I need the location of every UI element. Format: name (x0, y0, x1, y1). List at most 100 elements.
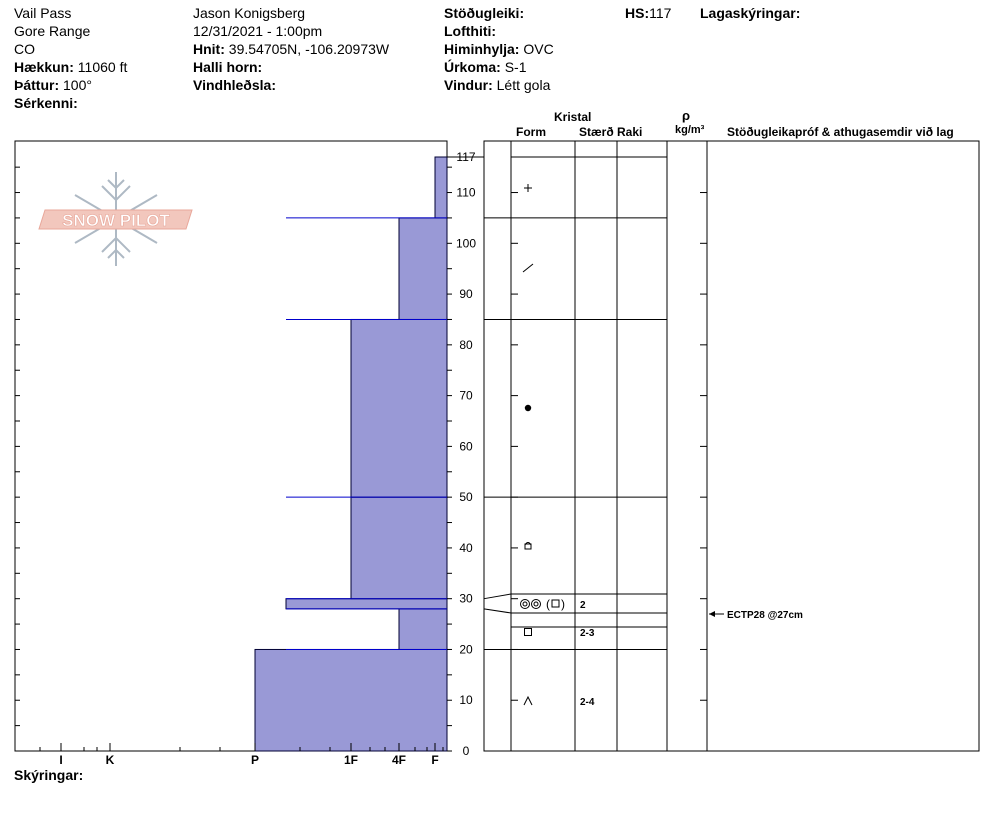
coords-label: Hnit: (193, 41, 225, 57)
elevation-row: Hækkun: 11060 ft (14, 58, 127, 76)
form-header: Form (516, 125, 546, 139)
hardness-tick-label: K (106, 753, 115, 767)
precip-row: Úrkoma: S-1 (444, 58, 526, 76)
layer-connector (483, 593, 512, 600)
test-label: ECTP28 @27cm (727, 610, 803, 621)
elevation-label: Hækkun: (14, 59, 74, 75)
profile-bar (254, 648, 448, 752)
profile-bar (398, 217, 448, 320)
table-layer-lines (483, 156, 667, 650)
height-tick-label: 0 (463, 744, 470, 758)
height-tick-label: 10 (459, 693, 473, 707)
specifics-row: Sérkenni: (14, 94, 78, 112)
profile-layers (254, 156, 448, 752)
grain-form-faceted-icon (524, 543, 532, 550)
wind-value: Létt gola (496, 77, 551, 93)
grain-form-double-circle-icon (531, 599, 541, 609)
grain-size-label: 2-3 (580, 628, 595, 639)
slope-row: Halli horn: (193, 58, 262, 76)
aspect-row: Þáttur: 100° (14, 76, 92, 94)
grain-size-label: 2 (580, 600, 586, 611)
crystal-header: Kristal (554, 110, 592, 124)
moisture-header: Raki (617, 125, 643, 139)
slope-label: Halli horn: (193, 59, 263, 75)
height-tick-label: 40 (459, 541, 473, 555)
grain-form-slash-icon (522, 263, 534, 273)
notes-row: Skýringar: (14, 766, 83, 784)
precip-label: Úrkoma: (444, 59, 501, 75)
snow-profile-chart: SNOW PILOT I K P 1F 4F F 0 10 20 30 40 50 60 70 80 90 1… (14, 140, 980, 767)
air-temp-label: Lofthiti: (444, 23, 497, 39)
table-grain-forms: 2-4 2-3 () 2 (520, 184, 595, 708)
hs-row: HS:117 (625, 4, 671, 22)
hardness-tick-label: F (431, 753, 438, 767)
wind-loading-label: Vindhleðsla: (193, 77, 276, 93)
precip-value: S-1 (504, 59, 527, 75)
profile-bar (285, 598, 448, 610)
height-tick-label: 60 (459, 439, 473, 453)
hardness-tick-label: 4F (392, 753, 406, 767)
size-header: Stærð (579, 125, 614, 139)
location: Vail Pass (14, 5, 72, 21)
notes-label: Skýringar: (14, 767, 84, 783)
height-tick-label: 20 (459, 642, 473, 656)
profile-bar (350, 318, 448, 498)
grain-form-caret-icon (523, 695, 533, 706)
table-tests: ECTP28 @27cm (709, 610, 803, 621)
grain-size-label: 2-4 (580, 697, 595, 708)
profile-bar (350, 496, 448, 600)
snowpilot-logo: SNOW PILOT (38, 172, 193, 266)
sky-row: Himinhylja: OVC (444, 40, 554, 58)
sky-label: Himinhylja: (444, 41, 520, 57)
elevation-value: 11060 ft (77, 59, 128, 75)
logo-banner (38, 209, 193, 230)
height-tick-label: 110 (456, 186, 475, 200)
height-tick-label: 70 (459, 389, 473, 403)
stability-row: Stöðugleiki: (444, 4, 524, 22)
stability-label: Stöðugleiki: (444, 5, 525, 21)
hardness-axis: I K P 1F 4F F (39, 743, 444, 767)
density-unit-header: kg/m³ (675, 124, 705, 136)
left-axis-ticks (15, 166, 452, 752)
grain-form-dot-icon (524, 404, 532, 412)
wind-row: Vindur: Létt gola (444, 76, 550, 94)
layer-table-frame (483, 140, 980, 752)
range: Gore Range (14, 23, 91, 39)
profile-bar (434, 156, 448, 219)
layer-notes-label: Lagaskýringar: (700, 5, 801, 21)
wind-label: Vindur: (444, 77, 493, 93)
layer-connector (483, 608, 512, 614)
sky-value: OVC (523, 41, 554, 57)
logo-text: SNOW PILOT (62, 211, 170, 230)
air-temp-row: Lofthiti: (444, 22, 496, 40)
height-tick-label: 50 (459, 490, 473, 504)
grain-form-square-icon (524, 628, 532, 636)
height-tick-label: 80 (459, 338, 473, 352)
grain-form-square-icon (551, 599, 560, 608)
aspect-label: Þáttur: (14, 77, 60, 93)
test-arrow-icon (709, 611, 715, 617)
grain-form-paren-open: ( (546, 597, 550, 611)
aspect-value: 100° (63, 77, 92, 93)
grain-form-double-circle-icon (522, 601, 528, 607)
hs-value: 117 (649, 5, 672, 21)
grain-form-faceted-icon (524, 542, 532, 546)
specifics-label: Sérkenni: (14, 95, 78, 111)
hardness-tick-label: 1F (344, 753, 358, 767)
hardness-tick-label: P (251, 753, 259, 767)
tests-header: Stöðugleikapróf & athugasemdir við lag (727, 125, 954, 139)
table-ticks (511, 192, 707, 752)
grain-form-double-circle-icon (520, 599, 530, 609)
hardness-tick-label: I (59, 753, 62, 767)
grain-form-double-circle-icon (533, 601, 539, 607)
observer: Jason Konigsberg (193, 5, 306, 21)
profile-bar (398, 608, 448, 650)
layer-notes-row: Lagaskýringar: (700, 4, 800, 22)
hs-label: HS: (625, 5, 650, 21)
wind-loading-row: Vindhleðsla: (193, 76, 276, 94)
datetime: 12/31/2021 - 1:00pm (193, 23, 323, 39)
coords-row: Hnit: 39.54705N, -106.20973W (193, 40, 389, 58)
height-tick-label: 100 (456, 236, 476, 250)
height-tick-label: 90 (459, 287, 473, 301)
